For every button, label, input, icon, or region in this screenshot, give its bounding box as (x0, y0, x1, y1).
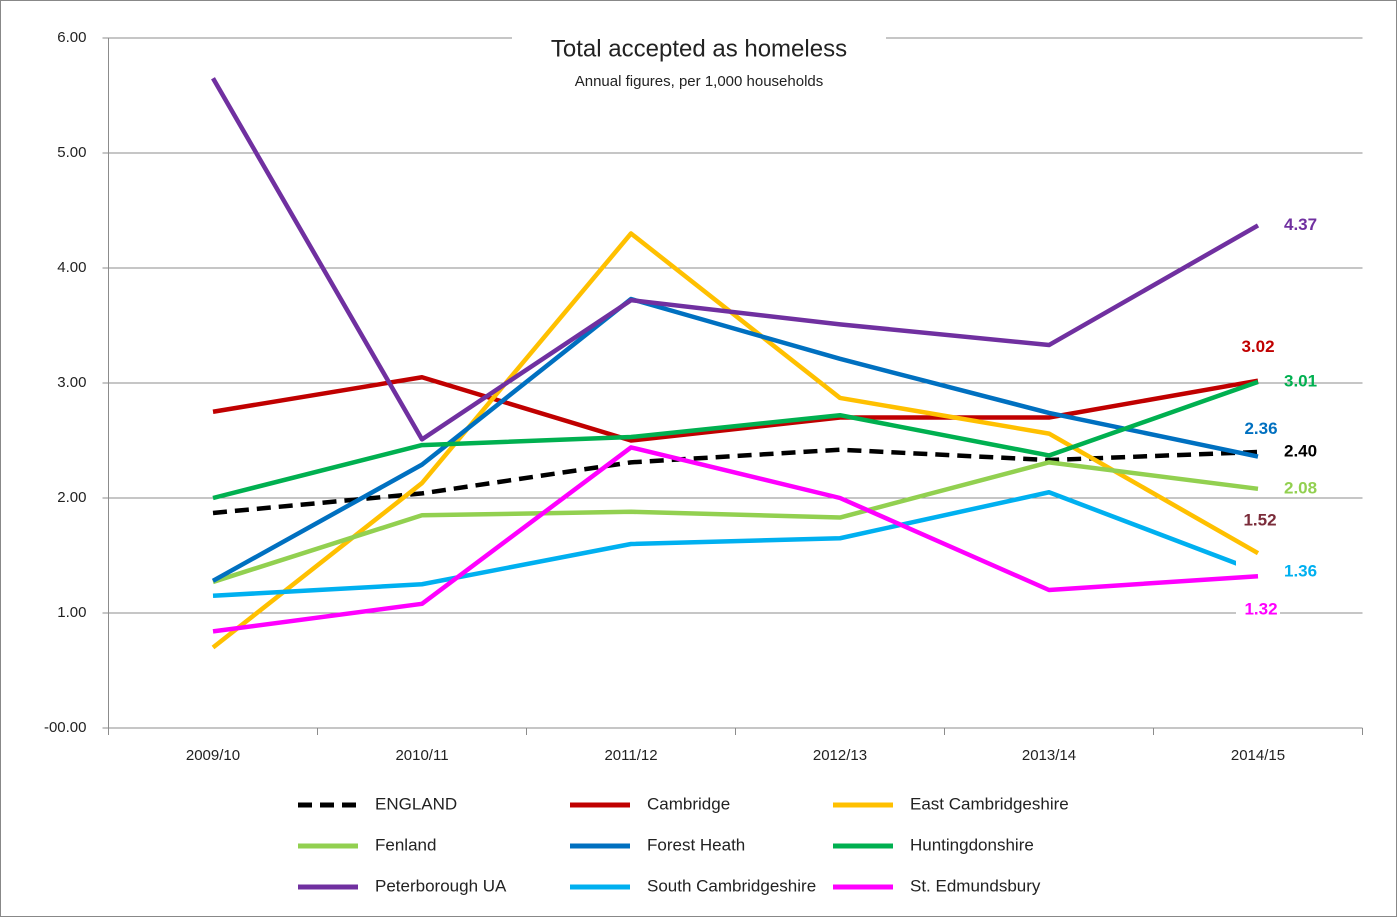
legend-label: Forest Heath (647, 835, 745, 854)
legend-label: ENGLAND (375, 794, 457, 813)
legend-label: Fenland (375, 835, 436, 854)
y-tick-label: -00.00 (44, 719, 87, 736)
y-tick-label: 5.00 (57, 144, 86, 161)
data-label: 1.32 (1244, 599, 1277, 618)
label-background (1236, 561, 1280, 583)
legend-label: St. Edmundsbury (910, 876, 1041, 895)
series-line (211, 77, 1260, 442)
chart-subtitle: Annual figures, per 1,000 households (575, 73, 824, 90)
series-line (212, 379, 1259, 501)
legend-label: East Cambridgeshire (910, 794, 1069, 813)
legend-label: Peterborough UA (375, 876, 507, 895)
data-label: 3.01 (1284, 371, 1317, 390)
series-line (211, 231, 1260, 650)
data-label: 1.52 (1243, 510, 1276, 529)
x-tick-label: 2012/13 (813, 747, 867, 764)
x-tick-label: 2010/11 (395, 747, 448, 764)
x-tick-label: 2013/14 (1022, 747, 1076, 764)
series-line (212, 445, 1259, 634)
y-tick-label: 6.00 (57, 29, 86, 46)
y-tick-label: 3.00 (57, 374, 86, 391)
data-label: 2.36 (1244, 419, 1277, 438)
series-line (212, 490, 1259, 598)
legend-label: Huntingdonshire (910, 835, 1034, 854)
series-line (211, 296, 1259, 583)
series-line (212, 460, 1259, 585)
label-background (1236, 510, 1280, 532)
y-tick-label: 1.00 (57, 604, 86, 621)
y-tick-label: 4.00 (57, 259, 86, 276)
x-tick-label: 2011/12 (604, 747, 657, 764)
data-label: 3.02 (1241, 337, 1274, 356)
y-tick-label: 2.00 (57, 489, 86, 506)
label-background (1236, 599, 1280, 621)
chart-title: Total accepted as homeless (551, 35, 847, 62)
x-tick-label: 2014/15 (1231, 747, 1285, 764)
legend-label: Cambridge (647, 794, 730, 813)
data-label: 4.37 (1284, 215, 1317, 234)
data-label: 1.36 (1284, 561, 1317, 580)
legend-label: South Cambridgeshire (647, 876, 816, 895)
data-label: 2.08 (1284, 478, 1317, 497)
data-label: 2.40 (1284, 441, 1317, 460)
title-background (512, 28, 886, 94)
x-tick-label: 2009/10 (186, 747, 240, 764)
